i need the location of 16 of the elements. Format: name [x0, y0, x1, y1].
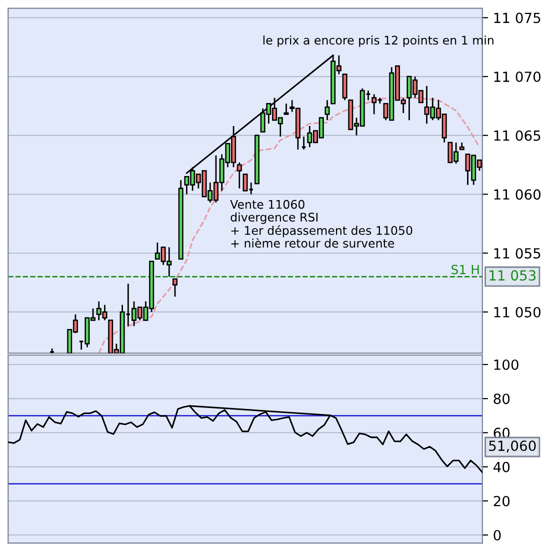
y-tick-label: 11 070 — [494, 72, 540, 82]
y-tick-label: 11 055 — [494, 248, 540, 259]
text: 51,060 — [489, 440, 536, 452]
y-tick-label: 0 — [494, 530, 501, 540]
ref-line-label: S1 H — [452, 264, 479, 274]
y-tick-label: 40 — [493, 462, 510, 472]
annotation: le prix a encore pris 12 points en 1 min — [263, 36, 494, 47]
annotation: Vente 11060 divergence RSI + 1er dépassement des 11050 + nième retour de survente — [230, 200, 412, 248]
y-tick-label: 11 050 — [494, 306, 540, 318]
y-tick-label: 80 — [494, 394, 510, 404]
y-tick-label: 100 — [494, 359, 518, 370]
y-tick-label: 20 — [494, 496, 510, 506]
y-tick-label: 11 065 — [494, 130, 540, 141]
y-tick-label: 11 060 — [494, 189, 540, 200]
y-tick-label: 11 075 — [494, 12, 540, 24]
text: 11 053 — [490, 270, 536, 281]
